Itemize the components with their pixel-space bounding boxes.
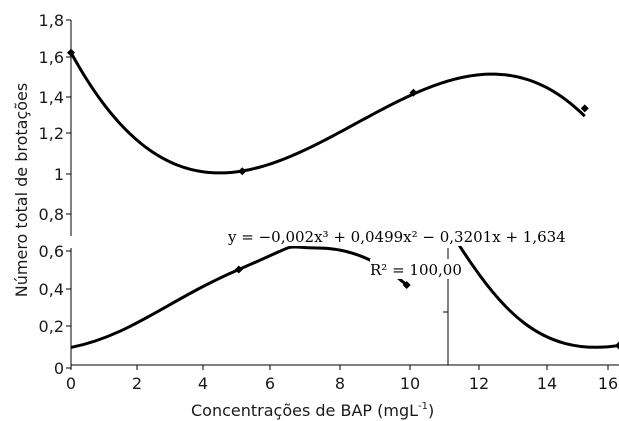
x-tick-label: 4 bbox=[198, 374, 208, 393]
y-tick-label: 1,4 bbox=[39, 88, 64, 107]
y-axis-title: Número total de brotações bbox=[12, 83, 31, 297]
x-tick-label: 8 bbox=[335, 374, 345, 393]
y-tick-label: 0,8 bbox=[39, 205, 64, 224]
x-tick-label: 16 bbox=[598, 374, 618, 393]
y-tick-label: 0,2 bbox=[39, 317, 64, 336]
trendline-equation: y = −0,002x³ + 0,0499x² − 0,3201x + 1,63… bbox=[227, 228, 566, 246]
data-points bbox=[67, 48, 619, 350]
x-tick-label: 0 bbox=[66, 374, 76, 393]
x-axis-title-text: Concentrações de BAP (mgL bbox=[191, 401, 418, 420]
data-point-1 bbox=[238, 167, 247, 176]
tick-labels: 0 2 4 6 8 10 12 14 16 0 0,2 0,4 0,6 0,8 1 1,2 1,4 1,6 1,8 bbox=[39, 11, 619, 393]
x-tick-label: 6 bbox=[265, 374, 275, 393]
series-1-curve bbox=[70, 245, 408, 349]
series-2-curve bbox=[453, 237, 619, 349]
x-axis-title-superscript: -1 bbox=[418, 401, 428, 412]
equation-background bbox=[226, 226, 598, 246]
data-point-2 bbox=[409, 88, 418, 97]
x-tick-label: 12 bbox=[469, 374, 489, 393]
r-squared-background bbox=[370, 259, 454, 279]
r-squared-label: R² = 100,00 bbox=[370, 261, 462, 279]
data-point-0 bbox=[67, 48, 75, 57]
x-axis-title-close: ) bbox=[428, 401, 434, 420]
y-tick-label: 0 bbox=[54, 359, 64, 378]
y-tick-label: 1,6 bbox=[39, 48, 64, 67]
x-tick-label: 14 bbox=[537, 374, 557, 393]
x-axis-title: Concentrações de BAP (mgL-1) bbox=[191, 401, 434, 420]
curves bbox=[69, 51, 619, 349]
y-tick-label: 1,2 bbox=[39, 124, 64, 143]
y-tick-label: 0,4 bbox=[39, 280, 64, 299]
data-point-3 bbox=[580, 104, 589, 113]
y-tick-label: 0,6 bbox=[39, 242, 64, 261]
data-point-b0 bbox=[234, 265, 243, 274]
x-tick-label: 2 bbox=[132, 374, 142, 393]
y-tick-label: 1 bbox=[54, 165, 64, 184]
x-tick-label: 10 bbox=[400, 374, 420, 393]
series-0-curve bbox=[69, 51, 586, 175]
data-point-c1 bbox=[615, 341, 619, 350]
y-tick-label: 1,8 bbox=[39, 11, 64, 30]
data-point-b1 bbox=[402, 281, 411, 290]
